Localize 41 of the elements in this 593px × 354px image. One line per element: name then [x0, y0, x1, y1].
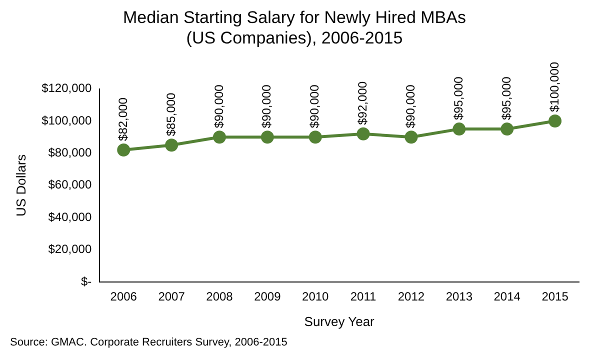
- x-tick-label: 2015: [542, 290, 569, 304]
- x-tick-label: 2009: [254, 290, 282, 304]
- point: [452, 122, 466, 136]
- data-label: $90,000: [404, 84, 418, 128]
- x-tick-label: 2007: [158, 290, 186, 304]
- y-tick-label: $20,000: [48, 242, 92, 256]
- point: [308, 130, 322, 144]
- x-tick-label: 2013: [446, 290, 473, 304]
- data-label: $100,000: [547, 62, 562, 112]
- data-label: $95,000: [451, 76, 466, 120]
- data-label: $90,000: [308, 84, 322, 128]
- point: [260, 130, 274, 144]
- data-label: $85,000: [164, 92, 178, 136]
- data-label: $90,000: [260, 84, 274, 128]
- x-tick-label: 2012: [398, 290, 425, 304]
- point: [212, 130, 226, 144]
- y-tick-label: $100,000: [42, 113, 92, 128]
- x-tick-label: 2010: [302, 290, 330, 304]
- point: [117, 143, 130, 156]
- y-tick-label: $120,000: [42, 81, 92, 96]
- source-note: Source: GMAC. Corporate Recruiters Survey, 2006-2015: [10, 336, 288, 349]
- y-tick-label: $-: [80, 274, 92, 288]
- x-tick-label: 2008: [206, 290, 234, 304]
- point: [500, 122, 514, 136]
- x-axis-title: Survey Year: [304, 314, 376, 329]
- data-label: $90,000: [212, 84, 226, 128]
- data-label: $95,000: [499, 76, 514, 120]
- data-label: $92,000: [356, 81, 370, 125]
- point: [165, 138, 178, 152]
- y-tick-label: $80,000: [48, 146, 92, 160]
- y-axis-title: US Dollars: [13, 154, 28, 216]
- y-tick-label: $60,000: [48, 178, 92, 192]
- x-tick-label: 2014: [494, 290, 521, 304]
- x-tick-label: 2006: [110, 290, 138, 304]
- y-tick-label: $40,000: [48, 210, 92, 224]
- point: [356, 127, 370, 140]
- point: [548, 114, 562, 128]
- chart-title: Median Starting Salary for Newly Hired MBAs (US Companies), 2006-2015: [123, 8, 466, 48]
- point: [404, 130, 418, 144]
- x-tick-label: 2011: [350, 290, 377, 304]
- data-label: $82,000: [116, 97, 130, 141]
